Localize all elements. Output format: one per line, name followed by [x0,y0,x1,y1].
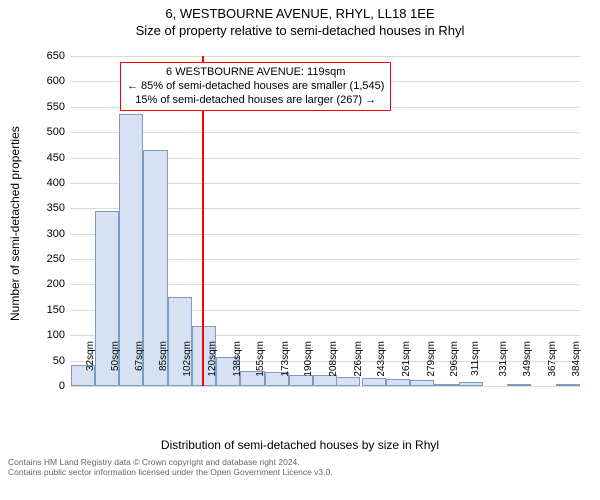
x-tick-label: 296sqm [449,341,460,391]
x-tick-label: 226sqm [353,341,364,391]
y-axis-label: Number of semi-detached properties [8,126,22,321]
gridline [70,132,580,133]
x-tick-label: 279sqm [426,341,437,391]
annotation-line: 15% of semi-detached houses are larger (… [127,94,384,108]
chart-title-line2: Size of property relative to semi-detach… [0,23,600,38]
x-tick-label: 155sqm [255,341,266,391]
y-tick-label: 500 [25,126,65,138]
x-tick-label: 367sqm [547,341,558,391]
y-tick-label: 250 [25,253,65,265]
y-tick-label: 200 [25,278,65,290]
chart-title-line1: 6, WESTBOURNE AVENUE, RHYL, LL18 1EE [0,6,600,21]
y-tick-label: 150 [25,304,65,316]
x-tick-label: 138sqm [232,341,243,391]
x-tick-label: 243sqm [376,341,387,391]
y-tick-label: 350 [25,202,65,214]
x-tick-label: 261sqm [401,341,412,391]
x-tick-label: 173sqm [280,341,291,391]
plot-area: 0501001502002503003504004505005506006506… [70,56,580,386]
x-tick-label: 311sqm [470,341,481,391]
attribution-line2: Contains public sector information licen… [8,468,333,478]
y-tick-label: 400 [25,177,65,189]
y-tick-label: 600 [25,75,65,87]
chart-container: 6, WESTBOURNE AVENUE, RHYL, LL18 1EE Siz… [0,6,600,500]
x-tick-label: 190sqm [303,341,314,391]
x-tick-label: 120sqm [207,341,218,391]
x-tick-label: 85sqm [158,341,169,391]
annotation-line: 6 WESTBOURNE AVENUE: 119sqm [127,66,384,80]
attribution-text: Contains HM Land Registry data © Crown c… [8,458,333,500]
x-tick-label: 67sqm [134,341,145,391]
gridline [70,56,580,57]
x-tick-label: 331sqm [498,341,509,391]
x-axis-label: Distribution of semi-detached houses by … [0,438,600,452]
y-tick-label: 50 [25,355,65,367]
x-tick-label: 50sqm [110,341,121,391]
x-tick-label: 32sqm [85,341,96,391]
annotation-line: ← 85% of semi-detached houses are smalle… [127,80,384,94]
y-tick-label: 450 [25,152,65,164]
y-tick-label: 650 [25,50,65,62]
annotation-box: 6 WESTBOURNE AVENUE: 119sqm← 85% of semi… [120,62,391,111]
y-tick-label: 100 [25,329,65,341]
y-tick-label: 300 [25,228,65,240]
x-tick-label: 208sqm [328,341,339,391]
y-tick-label: 550 [25,101,65,113]
x-tick-label: 349sqm [522,341,533,391]
x-tick-label: 102sqm [182,341,193,391]
x-tick-label: 384sqm [571,341,582,391]
y-tick-label: 0 [25,380,65,392]
plot-wrap: 0501001502002503003504004505005506006506… [70,56,580,386]
